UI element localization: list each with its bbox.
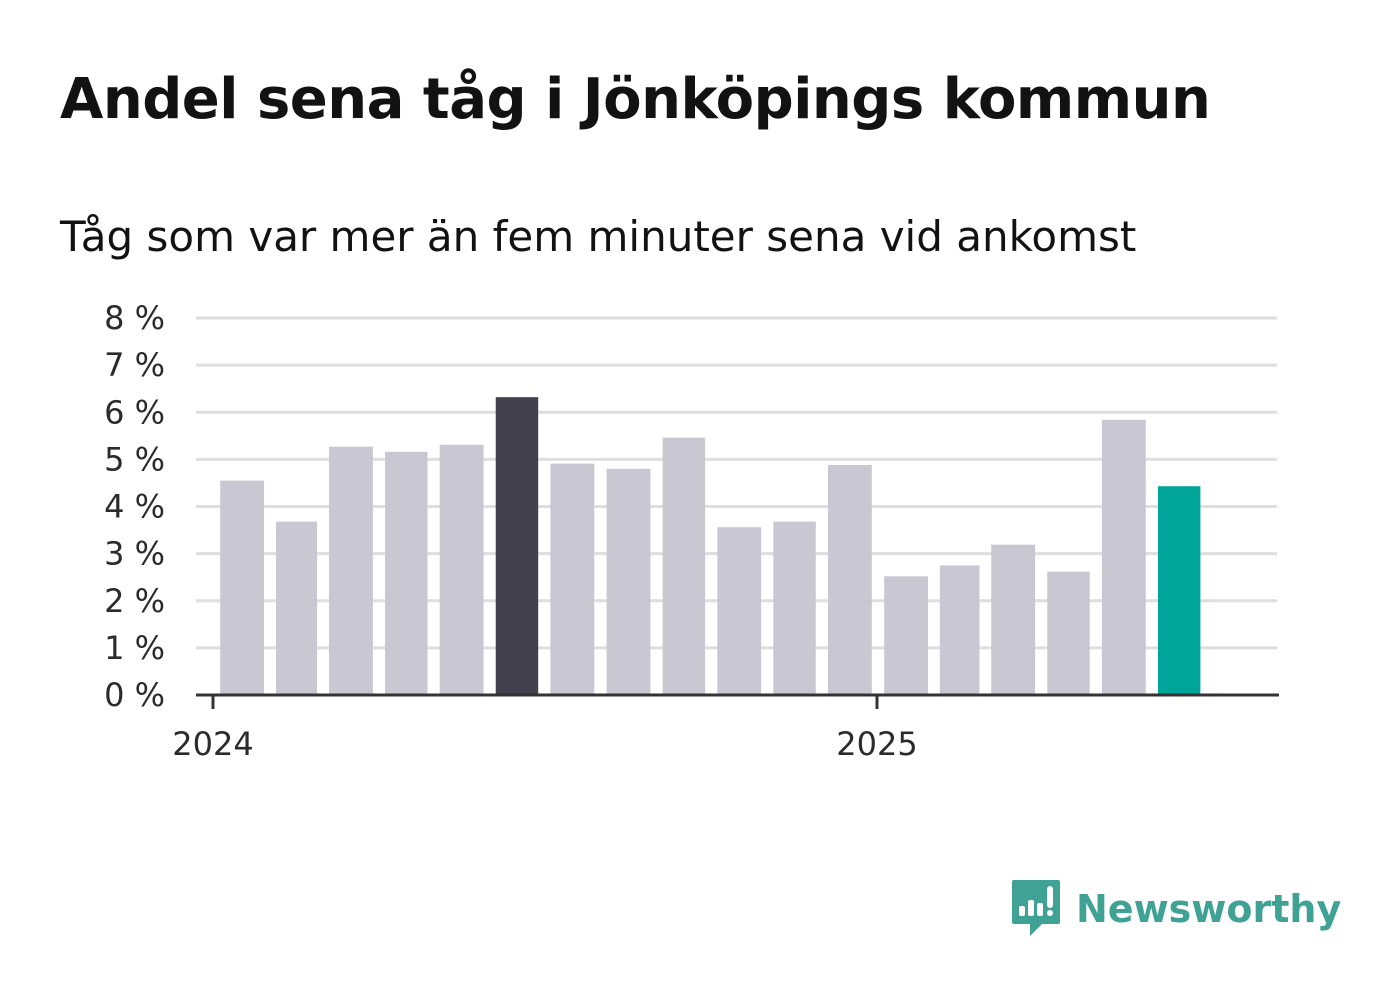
bars: [220, 397, 1201, 695]
brand-name: Newsworthy: [1076, 887, 1342, 931]
bar: [991, 544, 1036, 695]
y-tick-label: 1 %: [104, 629, 165, 667]
bar: [329, 446, 373, 695]
bar: [220, 480, 265, 695]
brand: Newsworthy: [1010, 878, 1341, 940]
y-tick-label: 4 %: [104, 488, 165, 526]
y-tick-label: 3 %: [104, 535, 165, 573]
bar: [550, 463, 595, 695]
bar: [276, 521, 318, 695]
chart-subtitle: Tåg som var mer än fem minuter sena vid …: [60, 212, 1137, 261]
bar: [939, 565, 980, 695]
bar: [717, 527, 762, 695]
x-axis: 2024 2025: [172, 693, 1279, 763]
bar: [884, 576, 929, 695]
bar: [439, 444, 484, 695]
y-tick-label: 8 %: [104, 299, 165, 337]
x-tick-label: 2025: [836, 725, 917, 763]
bar: [773, 521, 816, 695]
y-tick-label: 6 %: [104, 393, 165, 431]
y-tick-label: 7 %: [104, 346, 165, 384]
y-tick-label: 2 %: [104, 582, 165, 620]
bar: [606, 468, 651, 695]
bar: [827, 465, 872, 695]
x-tick-label: 2024: [172, 725, 253, 763]
bar: [662, 437, 706, 695]
y-tick-label: 0 %: [104, 676, 165, 714]
bar: [385, 451, 428, 695]
bar: [495, 397, 539, 695]
bar: [1047, 571, 1090, 695]
chart-title: Andel sena tåg i Jönköpings kommun: [60, 67, 1211, 132]
bar: [1101, 419, 1146, 695]
y-tick-label: 5 %: [104, 440, 165, 478]
bar: [1157, 486, 1201, 695]
y-axis-ticks: 0 % 1 % 2 % 3 % 4 % 5 % 6 % 7 % 8 %: [104, 299, 165, 714]
newsworthy-logo-icon: [1012, 880, 1060, 936]
bar-chart: 0 % 1 % 2 % 3 % 4 % 5 % 6 % 7 % 8 % 2024 2025: [104, 299, 1279, 763]
